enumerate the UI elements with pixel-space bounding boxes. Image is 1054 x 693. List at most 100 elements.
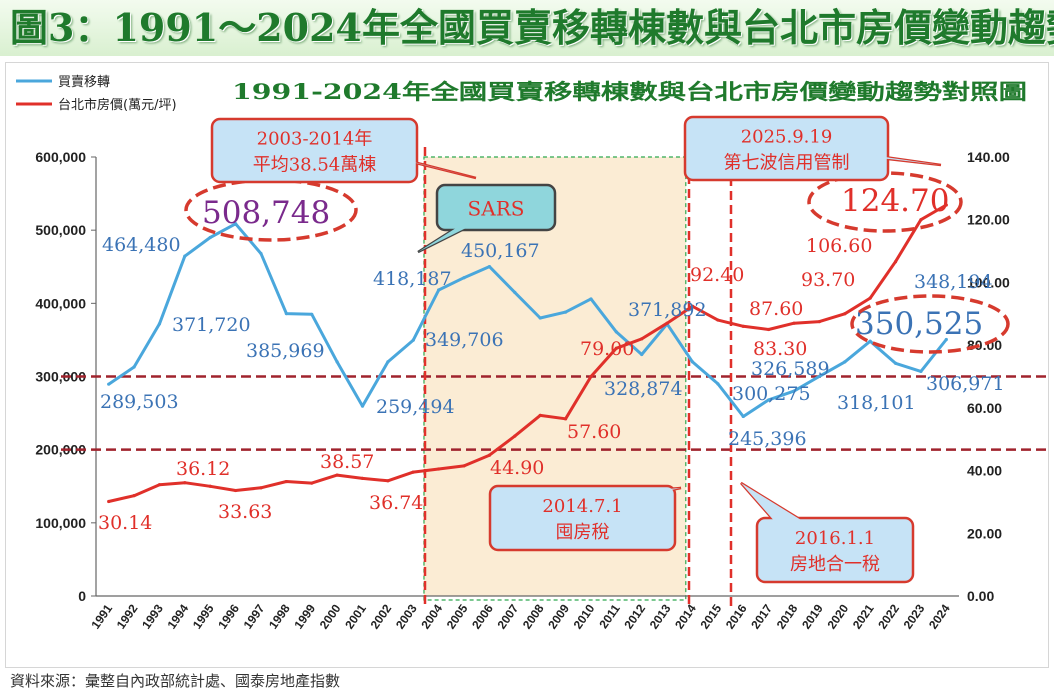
source-note: 資料來源：彙整自內政部統計處、國泰房地產指數 [10,672,341,690]
price-point [335,473,339,477]
left-tick-label: 500,000 [35,222,86,238]
price-point [284,479,288,484]
transfer-data-label: 348,194 [914,271,993,293]
price-point [411,470,415,474]
chart-panel: 0 100,000 200,000 300,000 400,000 500,000 600,… [5,62,1049,668]
transfer-data-label: 464,480 [102,234,181,256]
x-tick-label: 1998 [266,601,293,631]
price-point [563,417,568,421]
transfer-point [690,360,695,364]
transfer-data-label: 349,706 [425,329,504,351]
price-point [741,324,745,328]
price-point [183,481,187,485]
transfer-point [411,338,415,342]
x-tick-label: 2016 [723,601,750,631]
left-tick-label: 200,000 [35,442,86,458]
price-point [868,296,872,300]
x-tick-label: 2005 [444,601,471,631]
x-tick-label: 2014 [672,601,699,631]
left-tick-label: 600,000 [35,149,86,165]
x-tick-label: 2008 [520,601,547,631]
price-data-label: 83.30 [753,338,807,360]
transfer-data-label: 289,503 [100,391,179,413]
x-tick-label: 2022 [875,601,902,631]
right-tick-label: 0.00 [967,588,994,604]
price-data-label: 92.40 [690,264,744,286]
transfer-point [437,288,441,292]
transfer-point [157,322,162,326]
transfer-data-label: 245,396 [728,428,807,450]
price-point [487,453,492,457]
transfer-point [513,290,517,294]
transfer-point [817,374,821,378]
price-point [437,467,441,471]
left-tick-label: 100,000 [35,515,86,531]
highlight-ellipse-transfer-2024 [850,294,1010,354]
price-point [107,499,111,504]
left-tick-label: 300,000 [35,369,86,385]
x-tick-label: 2000 [317,601,344,631]
price-point [360,476,365,481]
event-2016-callout-line1: 2016.1.1 [795,528,875,549]
price-point [208,484,212,488]
x-tick-label: 2006 [469,601,496,631]
price-point [919,218,923,222]
x-tick-label: 2011 [596,601,623,631]
transfer-point [107,382,111,386]
price-point [640,337,644,341]
transfer-data-label: 385,969 [246,340,325,362]
event-2025-callout-tail-fill [836,153,941,165]
right-tick-label: 40.00 [967,463,1002,479]
event-2016-callout-line2: 房地合一稅 [790,554,880,575]
chart: 0 100,000 200,000 300,000 400,000 500,000 600,… [16,75,1046,632]
price-data-label: 36.12 [176,458,230,480]
event-2014-callout-line1: 2014.7.1 [542,496,622,517]
transfer-point [335,360,339,364]
event-2014-callout-tail-fill [616,488,681,493]
x-tick-label: 1991 [88,601,115,631]
transfer-data-label: 300,275 [732,383,811,405]
price-data-label: 38.57 [320,451,374,473]
x-tick-label: 2009 [545,601,572,631]
transfer-point [767,398,771,402]
transfer-data-label: 259,494 [376,396,455,418]
sars-callout-box [435,183,557,232]
price-data-label: 44.90 [490,457,544,479]
price-point [386,479,390,483]
x-tick-label: 2018 [774,601,801,631]
price-point [792,321,796,325]
period-callout-line1: 2003-2014年 [257,129,373,150]
transfer-data-label: 371,892 [628,299,707,321]
transfer-point [843,360,847,364]
price-data-label: 30.14 [98,512,152,534]
legend-label-transfers: 買賣移轉 [58,75,110,90]
price-point [843,312,847,316]
price-data-label: 79.00 [580,338,634,360]
transfer-data-label: 418,187 [373,268,452,290]
price-point [462,464,466,468]
price-data-label: 36.74 [369,492,423,514]
legend-label-price: 台北市房價(萬元/坪) [58,97,177,113]
transfer-point [741,414,745,419]
transfer-data-label: 328,874 [604,378,683,400]
series-line-price [108,203,948,503]
transfer-point [310,312,314,316]
x-tick-label: 1992 [114,601,141,631]
right-tick-label: 20.00 [967,525,1002,541]
price-point [589,374,593,379]
price-data-label: 106.60 [806,235,872,257]
transfer-point [234,222,238,226]
price-data-label: 87.60 [749,298,803,320]
sars-callout-text: SARS [468,197,525,221]
transfer-point [208,235,212,240]
price-point [716,318,720,322]
x-tick-label: 1994 [165,601,192,631]
price-point [157,483,162,487]
right-tick-label: 140.00 [967,149,1010,165]
transfer-point [360,404,365,408]
price-data-label: 33.63 [218,501,272,523]
transfer-point [183,254,187,258]
price-data-label: 93.70 [801,269,855,291]
transfer-point [132,365,136,369]
x-tick-label: 2010 [571,601,598,631]
